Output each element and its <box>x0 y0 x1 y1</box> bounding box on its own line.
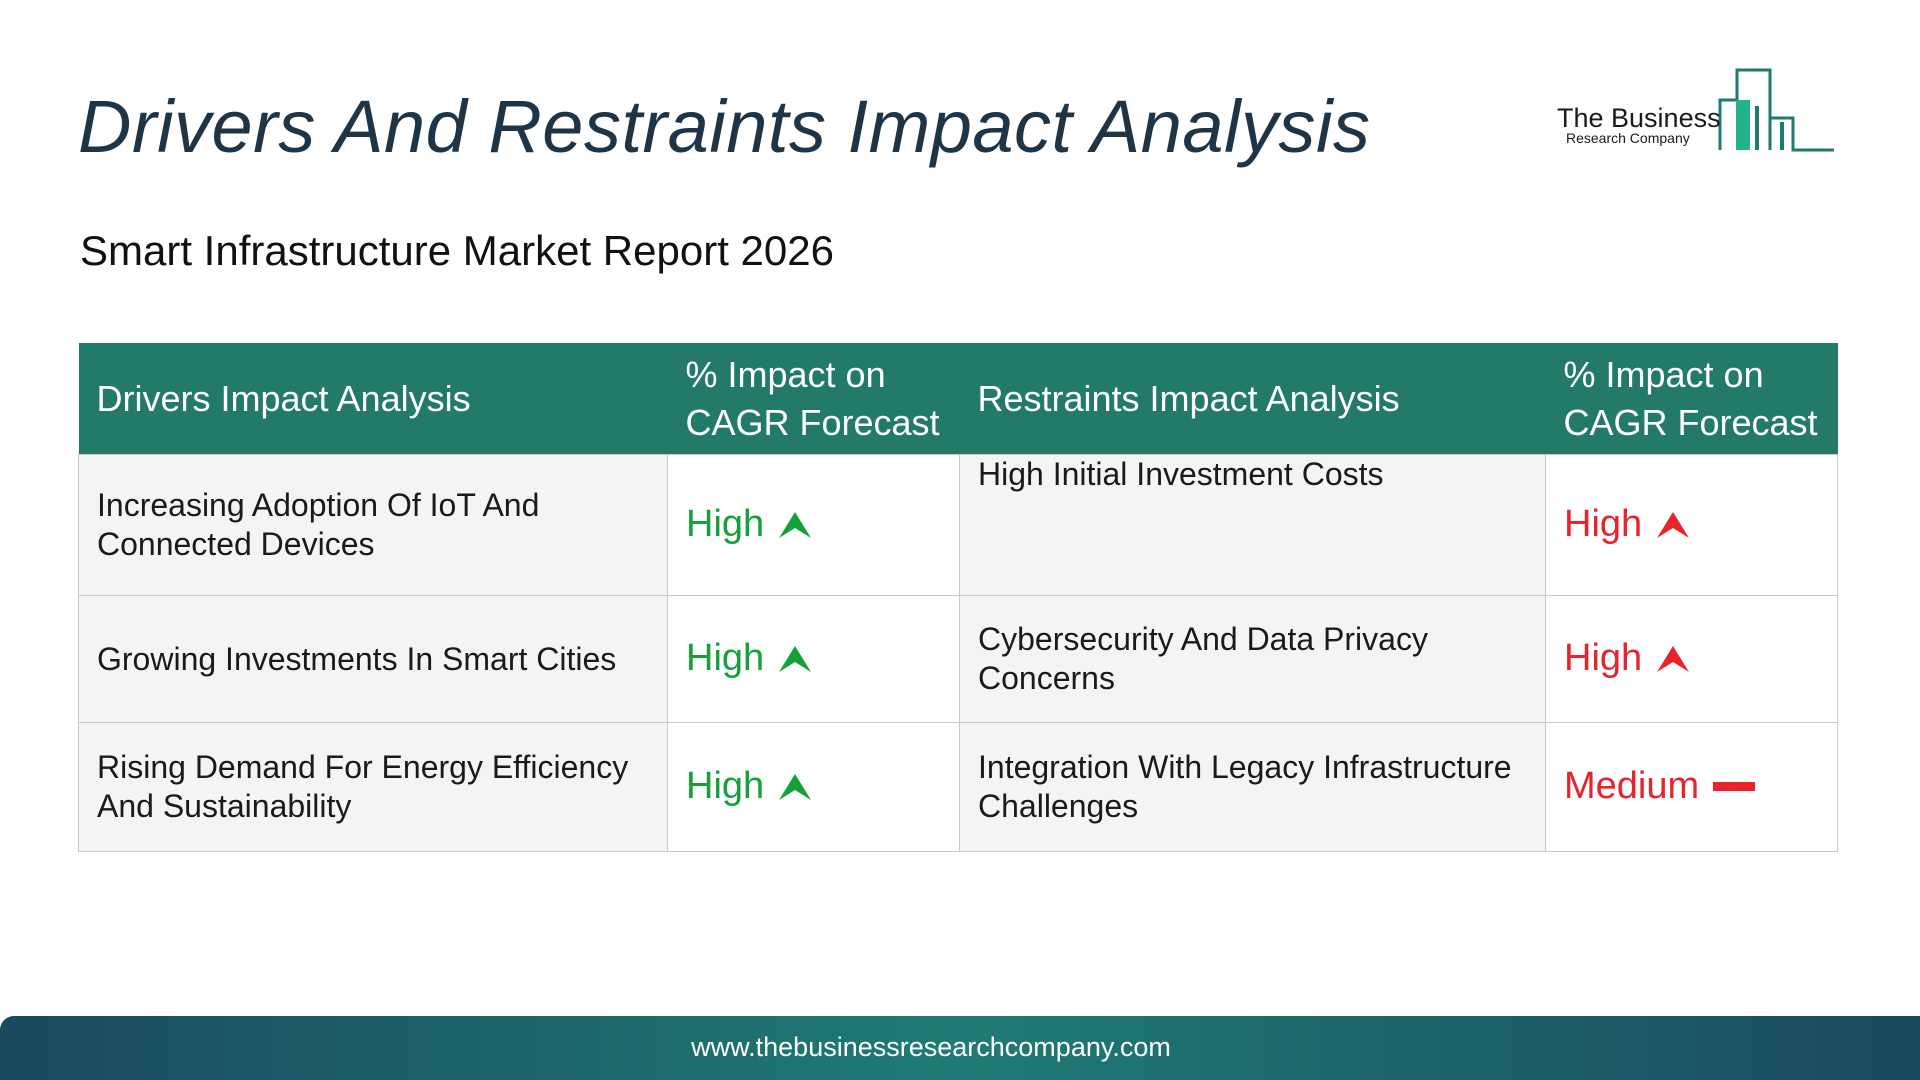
impact-level-text: High <box>1564 503 1643 545</box>
arrow-up-icon <box>779 511 812 538</box>
impact-analysis-table: Drivers Impact Analysis % Impact on CAGR… <box>78 343 1838 852</box>
dash-icon <box>1713 781 1756 791</box>
impact-level: High <box>1564 505 1690 544</box>
impact-level-text: Medium <box>1564 765 1700 807</box>
impact-level-text: High <box>686 765 765 807</box>
table-row: Increasing Adoption Of IoT And Connected… <box>78 454 1838 596</box>
restraint-cell: High Initial Investment Costs <box>959 454 1546 596</box>
impact-level-text: High <box>1564 637 1643 679</box>
restraint-cell: Integration With Legacy Infrastructure C… <box>959 722 1546 852</box>
driver-impact-cell: High <box>667 595 960 723</box>
impact-level: Medium <box>1564 767 1757 806</box>
arrow-up-icon <box>1657 645 1690 672</box>
impact-level: High <box>1564 639 1690 678</box>
table-row: Growing Investments In Smart Cities High… <box>78 595 1838 723</box>
driver-impact-cell: High <box>667 454 960 596</box>
driver-cell: Growing Investments In Smart Cities <box>78 595 668 723</box>
footer-bar: www.thebusinessresearchcompany.com <box>0 1016 1920 1080</box>
header-restraints: Restraints Impact Analysis <box>959 343 1546 455</box>
impact-level: High <box>686 505 812 544</box>
footer-website-link[interactable]: www.thebusinessresearchcompany.com <box>691 1032 1171 1062</box>
table-row: Rising Demand For Energy Efficiency And … <box>78 722 1838 852</box>
page-subtitle: Smart Infrastructure Market Report 2026 <box>80 227 834 274</box>
restraint-impact-cell: High <box>1545 595 1838 723</box>
restraint-impact-cell: High <box>1545 454 1838 596</box>
arrow-up-icon <box>1657 511 1690 538</box>
restraint-cell: Cybersecurity And Data Privacy Concerns <box>959 595 1546 723</box>
building-skyline-icon <box>1718 68 1834 152</box>
impact-level-text: High <box>686 637 765 679</box>
impact-level: High <box>686 767 812 806</box>
header-drivers-impact: % Impact on CAGR Forecast <box>667 343 960 455</box>
arrow-up-icon <box>779 645 812 672</box>
arrow-up-icon <box>779 773 812 800</box>
restraint-impact-cell: Medium <box>1545 722 1838 852</box>
logo-text-secondary: Research Company <box>1566 130 1690 146</box>
logo-text-primary: The Business <box>1557 103 1721 133</box>
page-title: Drivers And Restraints Impact Analysis <box>78 85 1371 168</box>
impact-level: High <box>686 639 812 678</box>
company-logo: The Business Research Company <box>1555 66 1835 156</box>
driver-cell: Increasing Adoption Of IoT And Connected… <box>78 454 668 596</box>
header-drivers: Drivers Impact Analysis <box>78 343 668 455</box>
table-header-row: Drivers Impact Analysis % Impact on CAGR… <box>78 343 1838 455</box>
impact-level-text: High <box>686 503 765 545</box>
driver-impact-cell: High <box>667 722 960 852</box>
driver-cell: Rising Demand For Energy Efficiency And … <box>78 722 668 852</box>
header-restraints-impact: % Impact on CAGR Forecast <box>1545 343 1838 455</box>
